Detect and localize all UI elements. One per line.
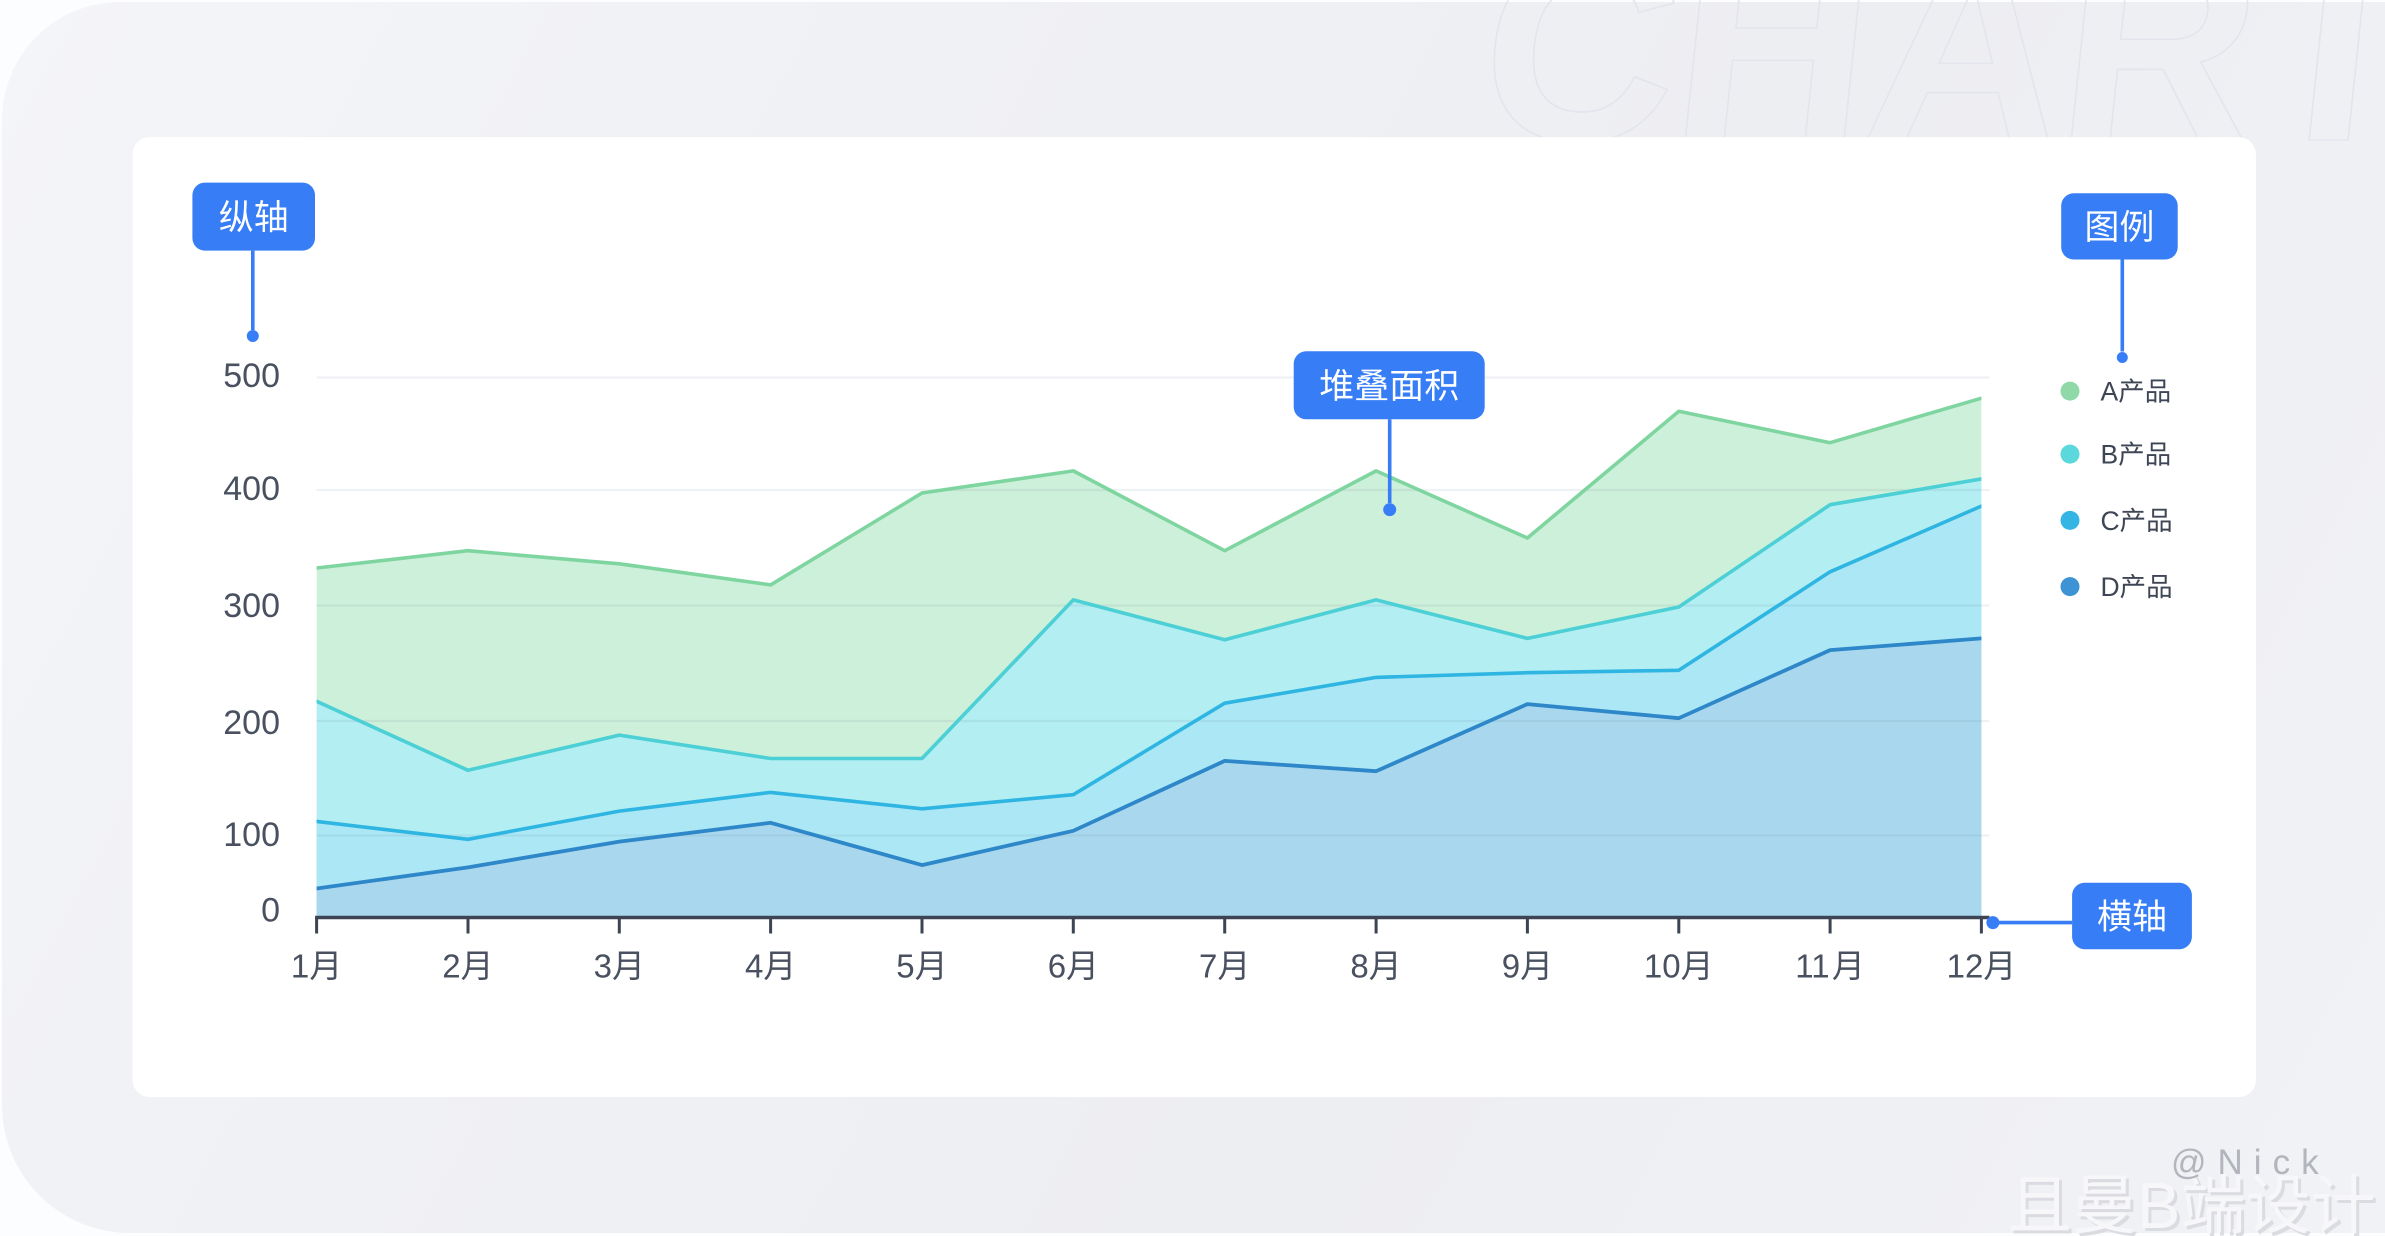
- svg-text:400: 400: [223, 470, 280, 508]
- svg-text:4: 4: [745, 948, 763, 985]
- svg-text:B: B: [2101, 440, 2119, 470]
- svg-text:9: 9: [1502, 948, 1520, 985]
- svg-text:3: 3: [594, 948, 612, 985]
- svg-text:11: 11: [1795, 948, 1829, 985]
- svg-text:6: 6: [1048, 948, 1066, 985]
- svg-text:12: 12: [1947, 948, 1984, 985]
- svg-text:300: 300: [223, 587, 280, 625]
- svg-text:@Nick: @Nick: [2171, 1143, 2330, 1182]
- svg-text:10: 10: [1644, 948, 1681, 985]
- svg-text:200: 200: [223, 704, 280, 742]
- svg-text:500: 500: [223, 357, 280, 395]
- svg-text:100: 100: [223, 816, 280, 854]
- svg-text:8: 8: [1350, 948, 1368, 985]
- svg-text:5: 5: [896, 948, 914, 985]
- svg-text:D: D: [2101, 572, 2120, 602]
- svg-text:1: 1: [291, 948, 309, 985]
- svg-text:0: 0: [261, 892, 280, 930]
- svg-text:A: A: [2101, 377, 2119, 407]
- svg-text:B: B: [2137, 1169, 2180, 1236]
- svg-text:7: 7: [1199, 948, 1217, 985]
- svg-text:2: 2: [442, 948, 460, 985]
- svg-text:B: B: [2140, 1172, 2183, 1236]
- svg-text:C: C: [2101, 506, 2120, 536]
